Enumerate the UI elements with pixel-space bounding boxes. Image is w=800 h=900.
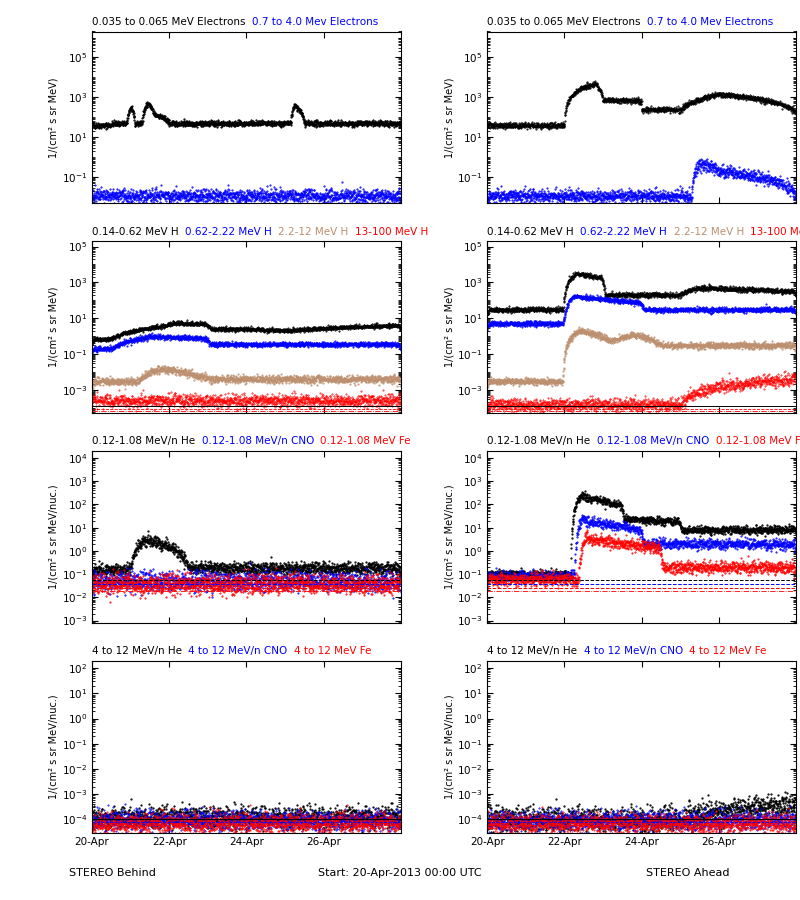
Y-axis label: 1/(cm² s sr MeV/nuc.): 1/(cm² s sr MeV/nuc.)	[49, 484, 59, 590]
Text: 4 to 12 MeV/n He: 4 to 12 MeV/n He	[487, 646, 584, 656]
Text: STEREO Behind: STEREO Behind	[69, 868, 155, 878]
Text: 0.7 to 4.0 Mev Electrons: 0.7 to 4.0 Mev Electrons	[252, 17, 385, 27]
Text: 2.2-12 MeV H: 2.2-12 MeV H	[674, 227, 750, 237]
Text: 0.14-0.62 MeV H: 0.14-0.62 MeV H	[92, 227, 185, 237]
Y-axis label: 1/(cm² s sr MeV/nuc.): 1/(cm² s sr MeV/nuc.)	[444, 484, 454, 590]
Text: 0.12-1.08 MeV/n He: 0.12-1.08 MeV/n He	[92, 436, 202, 446]
Y-axis label: 1/(cm² s sr MeV): 1/(cm² s sr MeV)	[49, 287, 59, 367]
Text: 0.12-1.08 MeV/n He: 0.12-1.08 MeV/n He	[487, 436, 597, 446]
Text: 4 to 12 MeV Fe: 4 to 12 MeV Fe	[294, 646, 378, 656]
Text: 0.035 to 0.065 MeV Electrons: 0.035 to 0.065 MeV Electrons	[487, 17, 647, 27]
Y-axis label: 1/(cm² s sr MeV/nuc.): 1/(cm² s sr MeV/nuc.)	[49, 694, 58, 799]
Text: 4 to 12 MeV/n CNO: 4 to 12 MeV/n CNO	[189, 646, 294, 656]
Text: 0.12-1.08 MeV/n CNO: 0.12-1.08 MeV/n CNO	[597, 436, 716, 446]
Y-axis label: 1/(cm² s sr MeV): 1/(cm² s sr MeV)	[444, 77, 454, 158]
Text: 4 to 12 MeV Fe: 4 to 12 MeV Fe	[690, 646, 774, 656]
Text: 4 to 12 MeV/n He: 4 to 12 MeV/n He	[92, 646, 189, 656]
Text: 4 to 12 MeV/n CNO: 4 to 12 MeV/n CNO	[584, 646, 690, 656]
Text: 13-100 MeV H: 13-100 MeV H	[355, 227, 435, 237]
Text: 0.12-1.08 MeV Fe: 0.12-1.08 MeV Fe	[321, 436, 418, 446]
Text: 0.62-2.22 MeV H: 0.62-2.22 MeV H	[580, 227, 674, 237]
Text: 13-100 MeV H: 13-100 MeV H	[750, 227, 800, 237]
Y-axis label: 1/(cm² s sr MeV): 1/(cm² s sr MeV)	[444, 287, 454, 367]
Text: 0.62-2.22 MeV H: 0.62-2.22 MeV H	[185, 227, 278, 237]
Text: STEREO Ahead: STEREO Ahead	[646, 868, 730, 878]
Text: 0.7 to 4.0 Mev Electrons: 0.7 to 4.0 Mev Electrons	[647, 17, 780, 27]
Text: 0.12-1.08 MeV/n CNO: 0.12-1.08 MeV/n CNO	[202, 436, 321, 446]
Text: 0.14-0.62 MeV H: 0.14-0.62 MeV H	[487, 227, 580, 237]
Y-axis label: 1/(cm² s sr MeV/nuc.): 1/(cm² s sr MeV/nuc.)	[444, 694, 454, 799]
Text: Start: 20-Apr-2013 00:00 UTC: Start: 20-Apr-2013 00:00 UTC	[318, 868, 482, 878]
Text: 2.2-12 MeV H: 2.2-12 MeV H	[278, 227, 355, 237]
Text: 0.12-1.08 MeV Fe: 0.12-1.08 MeV Fe	[716, 436, 800, 446]
Text: 0.035 to 0.065 MeV Electrons: 0.035 to 0.065 MeV Electrons	[92, 17, 252, 27]
Y-axis label: 1/(cm² s sr MeV): 1/(cm² s sr MeV)	[49, 77, 59, 158]
